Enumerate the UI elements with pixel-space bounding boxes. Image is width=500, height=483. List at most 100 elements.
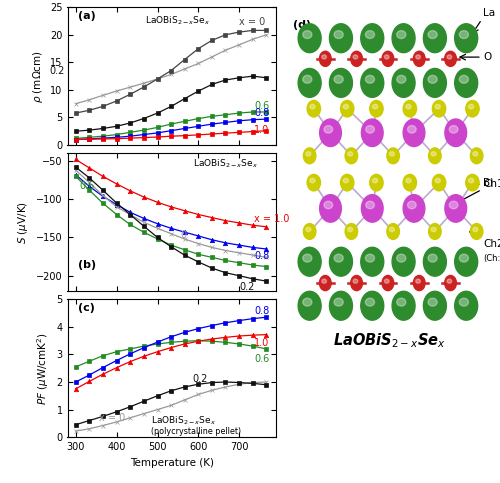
Ellipse shape: [351, 51, 362, 66]
Ellipse shape: [322, 55, 326, 59]
Ellipse shape: [414, 51, 425, 66]
Ellipse shape: [302, 30, 312, 39]
Text: O: O: [483, 52, 491, 62]
Ellipse shape: [330, 69, 352, 98]
Ellipse shape: [466, 174, 479, 191]
Ellipse shape: [320, 119, 342, 146]
Text: LaOBiS$_{2-x}$Se$_x$: LaOBiS$_{2-x}$Se$_x$: [192, 157, 258, 170]
Ellipse shape: [362, 195, 383, 222]
Text: Ch2: Ch2: [483, 239, 500, 249]
Ellipse shape: [304, 224, 316, 240]
Ellipse shape: [406, 104, 411, 109]
Ellipse shape: [324, 201, 332, 209]
Ellipse shape: [473, 152, 478, 156]
Ellipse shape: [454, 24, 477, 53]
Ellipse shape: [460, 254, 468, 262]
Text: 1.0: 1.0: [254, 338, 270, 348]
Ellipse shape: [392, 247, 415, 276]
Ellipse shape: [334, 75, 343, 83]
Ellipse shape: [351, 275, 362, 291]
Y-axis label: $S$ ($\mu$V/K): $S$ ($\mu$V/K): [16, 200, 30, 244]
Ellipse shape: [306, 227, 311, 232]
Ellipse shape: [432, 100, 446, 117]
Ellipse shape: [432, 174, 446, 191]
Ellipse shape: [353, 55, 358, 59]
Ellipse shape: [306, 152, 311, 156]
Ellipse shape: [298, 69, 321, 98]
Ellipse shape: [298, 247, 321, 276]
Ellipse shape: [382, 275, 394, 291]
Ellipse shape: [340, 100, 354, 117]
Ellipse shape: [366, 126, 374, 133]
Ellipse shape: [384, 279, 389, 283]
Ellipse shape: [366, 201, 374, 209]
Ellipse shape: [403, 195, 425, 222]
Ellipse shape: [424, 24, 446, 53]
Text: 0.2: 0.2: [240, 282, 255, 292]
Ellipse shape: [444, 51, 456, 66]
Ellipse shape: [370, 174, 383, 191]
Ellipse shape: [310, 104, 315, 109]
Ellipse shape: [408, 201, 416, 209]
Ellipse shape: [392, 24, 415, 53]
Text: La: La: [483, 8, 495, 17]
Text: LaOBiS$_{2-x}$Se$_x$: LaOBiS$_{2-x}$Se$_x$: [332, 331, 446, 350]
Ellipse shape: [460, 298, 468, 306]
Ellipse shape: [468, 178, 474, 183]
Y-axis label: $\rho$ (m$\Omega$cm): $\rho$ (m$\Omega$cm): [30, 50, 44, 102]
Text: (a): (a): [78, 12, 96, 21]
Ellipse shape: [403, 119, 425, 146]
Text: 0: 0: [180, 230, 186, 240]
Ellipse shape: [444, 275, 456, 291]
Ellipse shape: [447, 279, 452, 283]
Ellipse shape: [454, 247, 477, 276]
Text: Ch1: Ch1: [483, 179, 500, 189]
Ellipse shape: [473, 227, 478, 232]
Ellipse shape: [396, 298, 406, 306]
Ellipse shape: [366, 298, 374, 306]
Ellipse shape: [428, 148, 441, 164]
Ellipse shape: [353, 279, 358, 283]
Ellipse shape: [330, 247, 352, 276]
Ellipse shape: [428, 254, 437, 262]
Text: LaOBiS$_{2-x}$Se$_x$: LaOBiS$_{2-x}$Se$_x$: [144, 14, 210, 27]
Ellipse shape: [449, 201, 458, 209]
Ellipse shape: [334, 254, 343, 262]
Ellipse shape: [298, 291, 321, 320]
Text: 0.8: 0.8: [254, 306, 270, 316]
Ellipse shape: [322, 279, 326, 283]
Ellipse shape: [460, 30, 468, 39]
Ellipse shape: [454, 291, 477, 320]
Ellipse shape: [330, 291, 352, 320]
Ellipse shape: [302, 75, 312, 83]
Ellipse shape: [460, 75, 468, 83]
Text: (Ch:S,Se): (Ch:S,Se): [483, 254, 500, 263]
Ellipse shape: [343, 104, 348, 109]
Ellipse shape: [390, 227, 394, 232]
Ellipse shape: [424, 291, 446, 320]
Ellipse shape: [424, 247, 446, 276]
Ellipse shape: [345, 224, 358, 240]
Ellipse shape: [304, 148, 316, 164]
Ellipse shape: [366, 254, 374, 262]
Ellipse shape: [361, 291, 384, 320]
Text: x = 0: x = 0: [240, 16, 266, 27]
Text: 0.6: 0.6: [254, 101, 270, 111]
Ellipse shape: [403, 100, 416, 117]
Ellipse shape: [387, 224, 400, 240]
Ellipse shape: [320, 51, 331, 66]
Text: 0.2: 0.2: [192, 374, 208, 384]
Text: LaOBiS$_{2-x}$Se$_x$: LaOBiS$_{2-x}$Se$_x$: [151, 414, 216, 427]
Ellipse shape: [428, 75, 437, 83]
Ellipse shape: [307, 100, 320, 117]
Text: 1.0: 1.0: [254, 125, 270, 135]
Ellipse shape: [382, 51, 394, 66]
Text: (c): (c): [78, 303, 95, 313]
Text: 0.2: 0.2: [50, 66, 65, 76]
Ellipse shape: [345, 148, 358, 164]
Ellipse shape: [370, 100, 383, 117]
Ellipse shape: [416, 279, 420, 283]
Ellipse shape: [454, 69, 477, 98]
Ellipse shape: [334, 298, 343, 306]
X-axis label: Temperature (K): Temperature (K): [130, 457, 214, 468]
